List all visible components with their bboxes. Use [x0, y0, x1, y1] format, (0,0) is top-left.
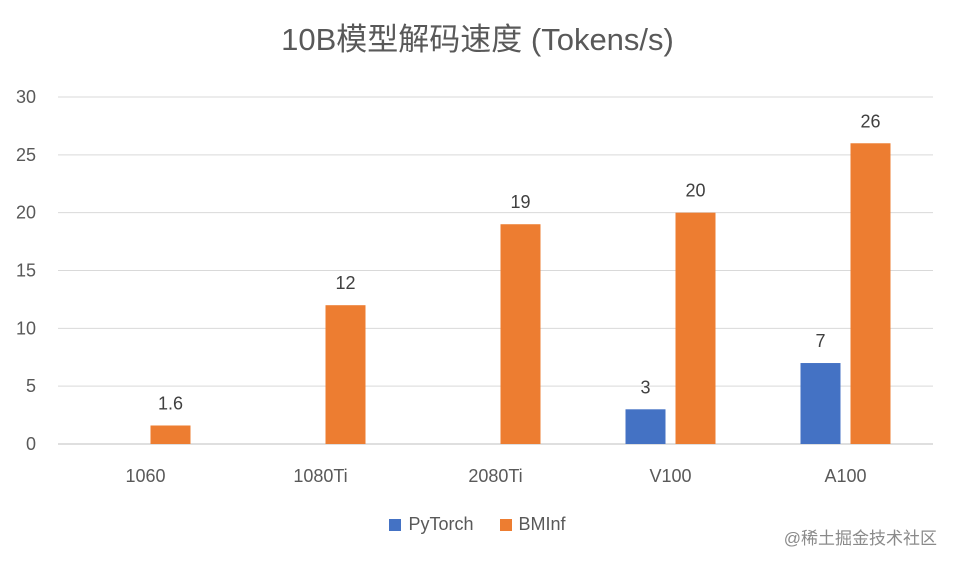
legend-item-pytorch: PyTorch — [389, 514, 474, 535]
y-tick-label: 5 — [26, 376, 36, 396]
data-label: 26 — [860, 111, 880, 131]
x-tick-label: 2080Ti — [468, 466, 522, 486]
data-label: 12 — [335, 273, 355, 293]
legend: PyTorch BMInf — [0, 514, 955, 535]
chart-title: 10B模型解码速度 (Tokens/s) — [281, 22, 674, 57]
x-tick-label: 1060 — [125, 466, 165, 486]
y-tick-label: 30 — [16, 87, 36, 107]
y-tick-label: 0 — [26, 434, 36, 454]
data-label: 3 — [640, 377, 650, 397]
x-tick-label: 1080Ti — [293, 466, 347, 486]
bar-bminf — [500, 224, 541, 444]
data-label: 7 — [815, 331, 825, 351]
legend-label-pytorch: PyTorch — [408, 514, 474, 534]
legend-label-bminf: BMInf — [518, 514, 566, 534]
watermark: @稀土掘金技术社区 — [783, 529, 937, 548]
bar-bminf — [325, 305, 366, 444]
y-tick-label: 10 — [16, 318, 36, 338]
legend-swatch-pytorch — [389, 518, 402, 531]
bar-pytorch — [800, 363, 841, 444]
bar-bminf — [150, 425, 191, 444]
legend-item-bminf: BMInf — [499, 514, 566, 535]
y-tick-label: 15 — [16, 261, 36, 281]
bar-pytorch — [625, 409, 666, 444]
bar-bminf — [850, 143, 891, 444]
y-tick-label: 20 — [16, 203, 36, 223]
data-label: 20 — [685, 181, 705, 201]
x-tick-label: V100 — [649, 466, 691, 486]
bar-bminf — [675, 212, 716, 444]
y-tick-label: 25 — [16, 145, 36, 165]
data-label: 1.6 — [158, 393, 183, 413]
legend-swatch-bminf — [499, 518, 512, 531]
x-tick-label: A100 — [824, 466, 866, 486]
data-label: 19 — [510, 192, 530, 212]
